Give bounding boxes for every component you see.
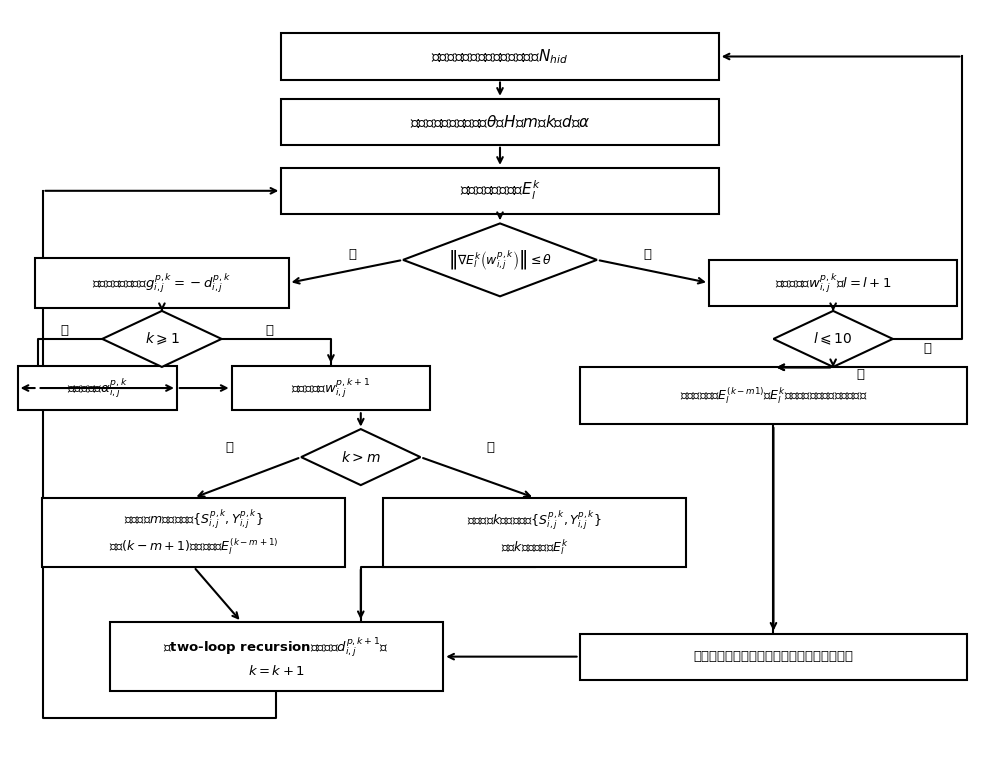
FancyBboxPatch shape — [281, 99, 719, 145]
Text: 保留最近$m$次曲率信息$\{S_{i,j}^{p,k},Y_{i,j}^{p,k}\}$
和第$(k-m+1)$次迭代误差$E_l^{(k-m+1)}$: 保留最近$m$次曲率信息$\{S_{i,j}^{p,k},Y_{i,j}^{p,… — [109, 507, 278, 557]
Text: 训练参数初始化，设定$\theta$、$H$、$m$、$k$、$d$、$\alpha$: 训练参数初始化，设定$\theta$、$H$、$m$、$k$、$d$、$\alp… — [410, 114, 590, 130]
Polygon shape — [403, 223, 597, 296]
Text: 是: 是 — [924, 342, 932, 355]
Text: $k>m$: $k>m$ — [341, 450, 381, 465]
FancyBboxPatch shape — [383, 498, 686, 567]
FancyBboxPatch shape — [709, 260, 957, 306]
Text: 更新权重值$w_{i,j}^{p,k+1}$: 更新权重值$w_{i,j}^{p,k+1}$ — [291, 376, 371, 400]
FancyBboxPatch shape — [35, 258, 289, 308]
Text: 是: 是 — [643, 248, 651, 261]
FancyBboxPatch shape — [580, 367, 967, 424]
Text: 利用测试样本对模型进行测试，获取模型精度: 利用测试样本对模型进行测试，获取模型精度 — [693, 650, 853, 663]
Text: 调整学习率$\alpha_{i,j}^{p,k}$: 调整学习率$\alpha_{i,j}^{p,k}$ — [67, 376, 128, 400]
FancyBboxPatch shape — [42, 498, 345, 567]
Text: $k\geqslant 1$: $k\geqslant 1$ — [145, 331, 179, 347]
Text: 返回最优解$w_{i,j}^{p,k}$，$l=l+1$: 返回最优解$w_{i,j}^{p,k}$，$l=l+1$ — [775, 271, 892, 295]
FancyBboxPatch shape — [281, 168, 719, 214]
FancyBboxPatch shape — [232, 366, 430, 410]
Polygon shape — [102, 311, 222, 367]
FancyBboxPatch shape — [18, 366, 177, 410]
FancyBboxPatch shape — [110, 622, 443, 691]
FancyBboxPatch shape — [281, 33, 719, 80]
Text: 比较迭代误差$E_l^{(k-m1)}$、$E_l^k$，确定最优化经网络预测模型: 比较迭代误差$E_l^{(k-m1)}$、$E_l^k$，确定最优化经网络预测模… — [680, 386, 867, 406]
Text: 保留最近$k$次曲率信息$\{S_{i,j}^{p,k},Y_{i,j}^{p,k}\}$
和第$k$次迭代误差$E_l^k$: 保留最近$k$次曲率信息$\{S_{i,j}^{p,k},Y_{i,j}^{p,… — [467, 508, 602, 557]
Text: 是: 是 — [60, 324, 68, 337]
FancyBboxPatch shape — [580, 634, 967, 679]
Text: 调整当前迭代方向$g_{i,j}^{p,k}=-d_{i,j}^{p,k}$: 调整当前迭代方向$g_{i,j}^{p,k}=-d_{i,j}^{p,k}$ — [92, 271, 231, 295]
Text: 否: 否 — [349, 248, 357, 261]
Polygon shape — [773, 311, 893, 367]
Text: 计算当前迭代误差$E_l^k$: 计算当前迭代误差$E_l^k$ — [460, 179, 540, 203]
Polygon shape — [301, 429, 420, 485]
Text: 用two-loop recursion算法得到$d_{i,j}^{p,k+1}$，
$k=k+1$: 用two-loop recursion算法得到$d_{i,j}^{p,k+1}$… — [163, 635, 389, 678]
Text: 否: 否 — [486, 441, 494, 455]
Text: 是: 是 — [226, 441, 234, 455]
Text: 通过经验式确定隐含层神经元数$N_{hid}$: 通过经验式确定隐含层神经元数$N_{hid}$ — [431, 47, 569, 66]
Text: $l\leqslant 10$: $l\leqslant 10$ — [813, 331, 853, 347]
Text: 否: 否 — [856, 368, 864, 381]
Text: 否: 否 — [265, 324, 273, 337]
Text: $\left\|\nabla E_l^k\left(w_{i,j}^{p,k}\right)\right\|\leq\theta$: $\left\|\nabla E_l^k\left(w_{i,j}^{p,k}\… — [448, 248, 552, 272]
